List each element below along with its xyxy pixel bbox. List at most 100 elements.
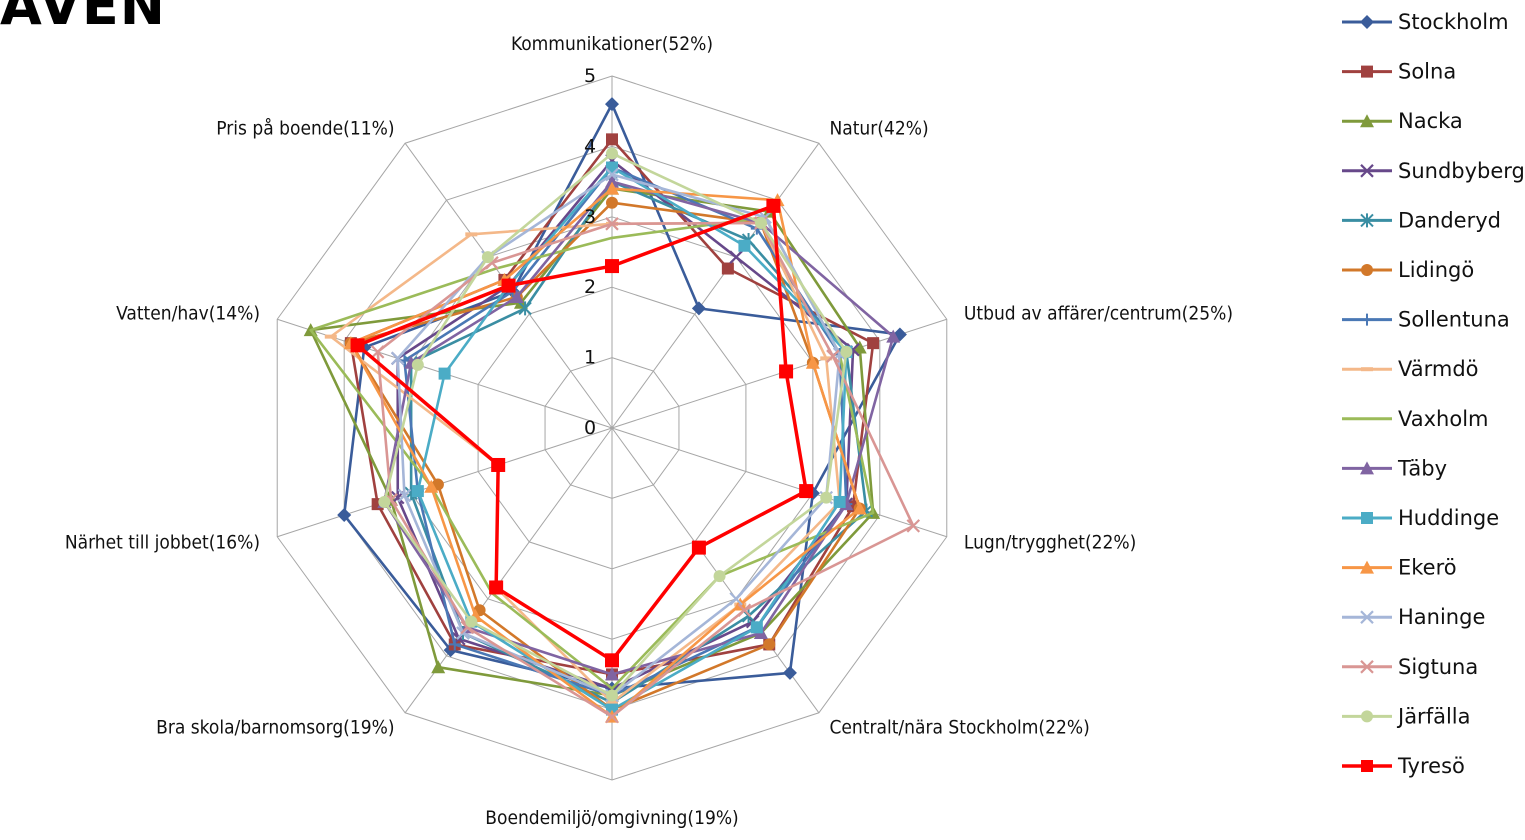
data-point — [431, 660, 446, 674]
legend-item-sigtuna: Sigtuna — [1342, 655, 1478, 679]
data-point — [605, 97, 619, 112]
data-point — [491, 457, 506, 472]
data-point — [438, 367, 451, 380]
data-point — [605, 653, 619, 668]
legend-label: Ekerö — [1398, 556, 1457, 580]
axis-label-utbud-av-affarer-centrum-25: Utbud av affärer/centrum(25%) — [964, 303, 1233, 325]
radar-labels: 0 1 2 3 4 5 Kommunikationer(52%) Natur(42%) Utbu… — [65, 33, 1233, 829]
data-point — [779, 364, 794, 379]
series-tyreso — [350, 198, 814, 668]
legend-item-tyreso: Tyresö — [1342, 754, 1465, 778]
axis-label-narhet-till-jobbet-16: Närhet till jobbet(16%) — [65, 531, 260, 553]
legend-label: Täby — [1397, 456, 1447, 480]
data-point — [1360, 610, 1374, 624]
data-point — [411, 485, 424, 498]
grid-spoke — [277, 427, 613, 538]
series-line-stockholm — [342, 102, 902, 690]
data-point — [799, 484, 814, 499]
data-point — [424, 479, 439, 493]
series-jarfalla — [378, 147, 853, 702]
legend-item-solna: Solna — [1342, 60, 1456, 84]
data-point — [738, 239, 751, 252]
data-point — [1361, 264, 1373, 276]
tick-label: 2 — [584, 276, 596, 298]
legend-item-sollentuna: Sollentuna — [1342, 308, 1510, 332]
data-point — [833, 495, 846, 508]
data-point — [605, 174, 619, 188]
legend-label: Haninge — [1398, 605, 1485, 629]
legend-label: Solna — [1398, 60, 1456, 84]
legend-item-lidingo: Lidingö — [1342, 258, 1474, 282]
axis-label-lugn-trygghet-22: Lugn/trygghet(22%) — [964, 531, 1136, 553]
legend-label: Danderyd — [1398, 208, 1501, 232]
axis-label-vatten-hav-14: Vatten/hav(14%) — [116, 303, 260, 325]
data-point — [605, 259, 619, 274]
data-point — [1360, 461, 1374, 475]
data-point — [411, 358, 424, 371]
data-point — [509, 290, 524, 304]
data-point — [1361, 367, 1373, 372]
data-point — [721, 262, 734, 275]
legend-item-haninge: Haninge — [1342, 605, 1485, 629]
data-point — [605, 667, 619, 681]
data-point — [1360, 213, 1374, 228]
data-point — [867, 337, 880, 350]
data-point — [465, 615, 478, 628]
data-point — [729, 592, 743, 606]
grid-spoke — [611, 142, 820, 429]
legend-item-sundbyberg: Sundbyberg — [1342, 159, 1525, 183]
data-point — [518, 301, 532, 316]
data-point — [886, 329, 901, 343]
legend-label: Huddinge — [1398, 506, 1499, 530]
legend-item-vaxholm: Vaxholm — [1342, 407, 1488, 431]
axis-label-boendemiljo-omgivning-19: Boendemiljö/omgivning(19%) — [485, 807, 738, 829]
legend-label: Sundbyberg — [1398, 159, 1525, 183]
legend-item-varmdo: Värmdö — [1342, 357, 1479, 381]
legend-label: Sollentuna — [1398, 308, 1510, 332]
data-point — [754, 216, 767, 229]
legend-label: Nacka — [1398, 109, 1463, 133]
data-point — [741, 608, 756, 623]
data-point — [350, 338, 365, 353]
data-point — [737, 603, 752, 618]
legend-label: Järfälla — [1396, 704, 1471, 728]
legend-item-huddinge: Huddinge — [1342, 506, 1499, 530]
data-point — [1360, 15, 1374, 29]
data-point — [852, 340, 867, 354]
data-point — [606, 133, 618, 146]
corner-title: AVEN — [0, 0, 166, 37]
axis-label-centralt-nara-stockholm-22: Centralt/nära Stockholm(22%) — [829, 716, 1089, 738]
data-point — [826, 349, 840, 363]
data-point — [481, 251, 494, 264]
data-point — [1361, 313, 1373, 326]
legend-label: Stockholm — [1398, 10, 1509, 34]
data-point — [489, 580, 504, 595]
data-point — [713, 570, 726, 583]
data-point — [750, 621, 763, 634]
data-point — [606, 196, 618, 209]
tick-label: 1 — [584, 347, 596, 369]
series-nacka — [303, 181, 881, 702]
data-point — [605, 167, 619, 182]
data-point — [1360, 560, 1374, 574]
data-point — [390, 351, 405, 366]
data-point — [729, 250, 743, 264]
data-point — [805, 355, 820, 369]
data-point — [691, 301, 706, 316]
data-point — [606, 700, 618, 705]
data-point — [456, 626, 470, 640]
data-point — [1361, 760, 1373, 772]
legend-item-danderyd: Danderyd — [1342, 208, 1501, 232]
legend-item-ekero: Ekerö — [1342, 556, 1457, 580]
data-point — [1360, 164, 1374, 178]
data-point — [1361, 710, 1373, 723]
data-point — [606, 689, 618, 702]
data-point — [324, 334, 337, 339]
legend: Stockholm Solna Nacka Sundbyberg Danderyd Lid… — [1342, 10, 1525, 778]
data-point — [378, 495, 391, 508]
data-point — [906, 519, 921, 533]
legend-item-stockholm: Stockholm — [1342, 10, 1509, 34]
grid-spoke — [611, 427, 820, 714]
tick-label: 0 — [584, 417, 596, 439]
